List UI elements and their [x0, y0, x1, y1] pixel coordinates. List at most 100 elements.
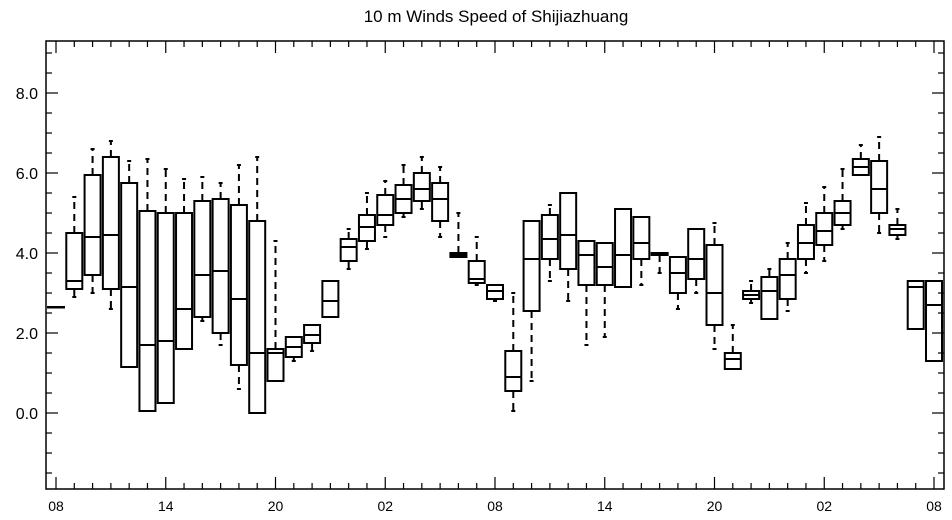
x-tick-label: 08	[487, 498, 503, 514]
box-item	[394, 164, 413, 218]
box-item	[925, 280, 943, 362]
box-body	[522, 220, 541, 312]
box-body	[266, 348, 285, 382]
box-item	[156, 168, 175, 404]
tick-labels: 0.0 2.0 4.0 6.0 8.0 08 14 20 02 08 14 20 02 08	[16, 86, 942, 514]
box-body	[101, 156, 120, 290]
box-item	[632, 216, 651, 286]
chart-title: 10 m Winds Speed of Shijiazhuang	[364, 7, 629, 26]
box-item	[266, 240, 285, 382]
box-body	[577, 240, 596, 286]
box-body	[760, 276, 779, 320]
box-item	[175, 178, 194, 350]
box-item	[870, 136, 889, 234]
y-tick-label: 0.0	[16, 406, 38, 423]
box-body	[339, 238, 358, 262]
y-tick-label: 8.0	[16, 86, 38, 103]
y-tick-label: 2.0	[16, 326, 38, 343]
box-item	[906, 280, 925, 330]
box-item	[522, 220, 541, 382]
box-item	[449, 212, 468, 258]
box-body	[467, 260, 486, 284]
box-body	[925, 280, 943, 362]
box-item	[851, 144, 870, 176]
box-item	[339, 228, 358, 270]
box-body	[156, 212, 175, 404]
box-item	[101, 140, 120, 310]
box-item	[650, 252, 669, 274]
box-body	[870, 160, 889, 214]
x-tick-label: 08	[48, 498, 64, 514]
y-tick-label: 4.0	[16, 246, 38, 263]
box-body	[815, 212, 834, 246]
box-item	[65, 196, 84, 298]
box-item	[614, 208, 633, 288]
box-item	[431, 166, 450, 238]
box-item	[559, 192, 578, 302]
box-body	[632, 216, 651, 260]
box-item	[467, 236, 486, 286]
box-item	[120, 160, 139, 368]
box-body	[559, 192, 578, 270]
x-tick-label: 08	[926, 498, 942, 514]
box-body	[540, 214, 559, 260]
box-item	[412, 156, 431, 210]
box-item	[742, 280, 761, 304]
box-item	[796, 202, 815, 274]
x-tick-label: 20	[707, 498, 723, 514]
box-body	[376, 194, 395, 226]
box-body	[83, 174, 102, 276]
box-item	[138, 158, 157, 412]
box-body	[431, 182, 450, 222]
box-body	[193, 200, 212, 318]
box-body	[412, 172, 431, 202]
box-body	[321, 280, 340, 318]
box-item	[193, 176, 212, 322]
box-body	[65, 232, 84, 290]
box-item	[778, 242, 797, 312]
box-item	[83, 148, 102, 294]
box-item	[321, 280, 340, 318]
box-body	[248, 220, 267, 414]
x-tick-label: 02	[816, 498, 832, 514]
box-item	[357, 192, 376, 250]
box-item	[577, 240, 596, 346]
y-tick-label: 6.0	[16, 166, 38, 183]
box-body	[614, 208, 633, 288]
box-item	[815, 186, 834, 262]
box-item	[248, 156, 267, 414]
box-series	[47, 136, 943, 414]
box-item	[687, 228, 706, 294]
x-tick-label: 14	[597, 498, 613, 514]
plot-frame	[45, 40, 945, 490]
box-body	[595, 242, 614, 286]
box-item	[595, 242, 614, 338]
x-tick-label: 20	[268, 498, 284, 514]
box-item	[229, 164, 248, 390]
x-tick-label: 14	[158, 498, 174, 514]
box-body	[778, 258, 797, 300]
box-body	[229, 204, 248, 366]
box-item	[376, 180, 395, 238]
box-item	[284, 336, 303, 362]
box-body	[668, 256, 687, 294]
box-item	[540, 204, 559, 282]
box-item	[668, 256, 687, 310]
box-item	[211, 182, 230, 346]
box-body	[211, 198, 230, 334]
box-item	[303, 324, 322, 352]
box-body	[687, 228, 706, 280]
box-body	[138, 210, 157, 412]
box-item	[833, 168, 852, 230]
box-body	[120, 182, 139, 368]
box-body	[906, 280, 925, 330]
box-item	[705, 222, 724, 350]
box-body	[723, 352, 742, 370]
box-item	[760, 268, 779, 320]
box-body	[504, 350, 523, 392]
box-item	[486, 284, 504, 302]
box-item	[723, 324, 742, 370]
axis-ticks	[46, 41, 944, 489]
x-tick-label: 02	[377, 498, 393, 514]
